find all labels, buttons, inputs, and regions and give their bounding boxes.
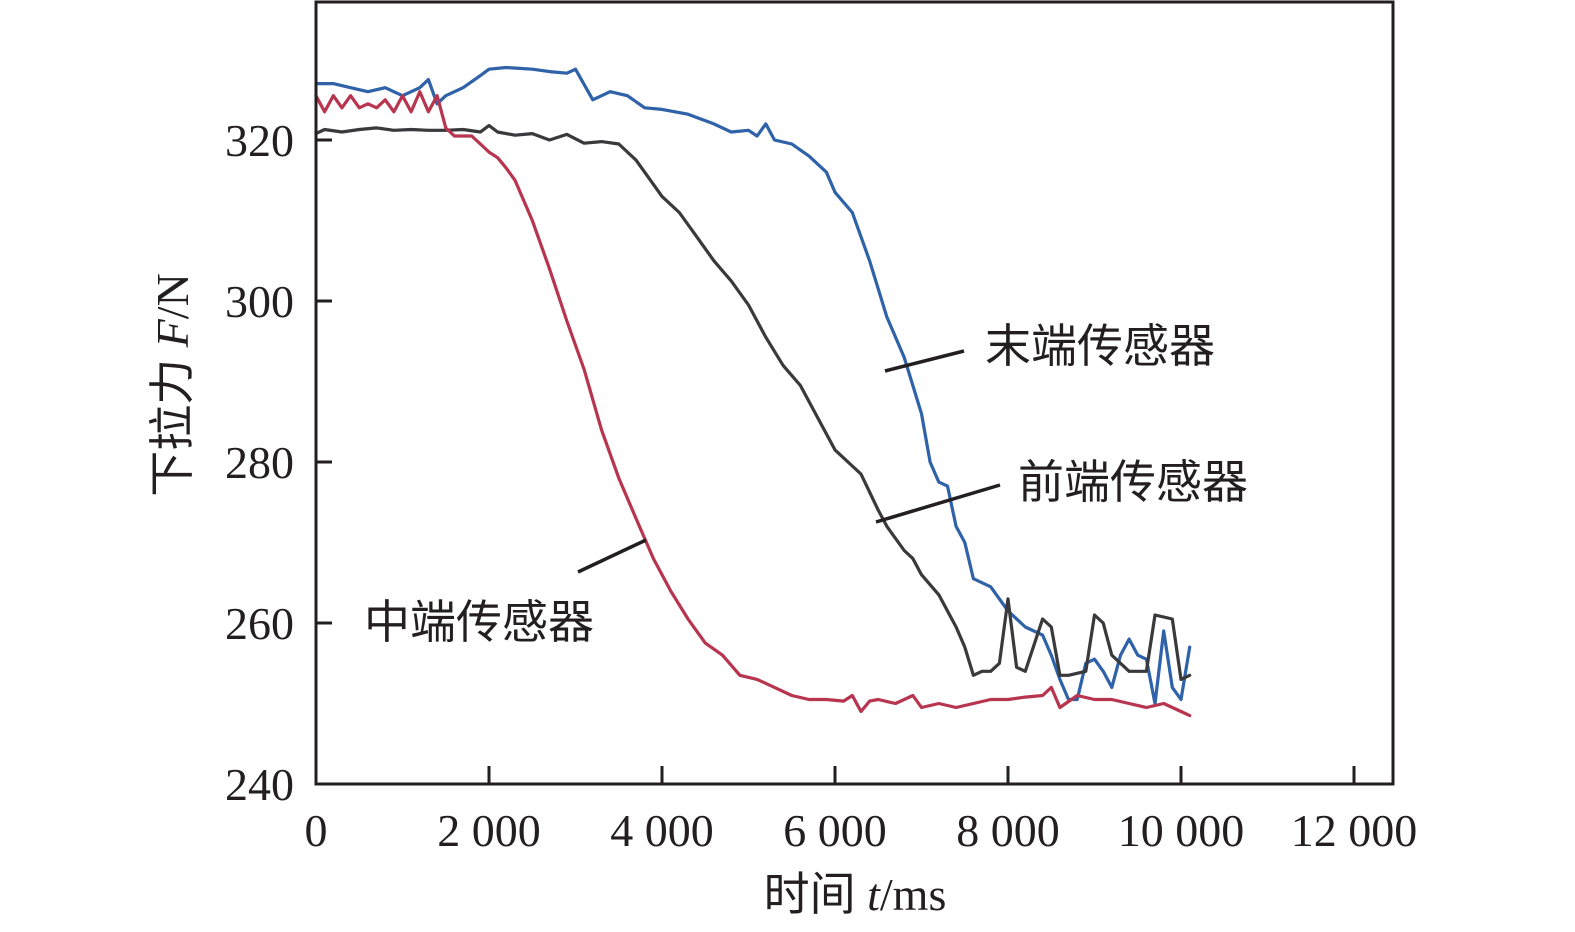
y-axis-title-variable: F [147, 318, 198, 348]
x-tick-label: 10 000 [1118, 805, 1245, 856]
annotation-leader-line [875, 483, 1001, 524]
x-axis-title-variable: t [867, 869, 881, 920]
y-axis-title-unit: /N [147, 273, 198, 319]
series-line-1 [314, 65, 1192, 706]
x-axis-title-unit: /ms [880, 869, 946, 920]
x-tick-label: 12 000 [1291, 805, 1418, 856]
series-line-2 [314, 123, 1192, 682]
x-axis-title: 时间 t/ms [764, 869, 947, 920]
x-tick-label: 4 000 [610, 805, 714, 856]
plot-frame [314, 0, 1395, 786]
x-tick-label: 8 000 [956, 805, 1060, 856]
series-annotation-label: 末端传感器 [985, 319, 1215, 373]
y-axis-title: 下拉力 F/N [147, 273, 198, 497]
x-tick-label: 2 000 [437, 805, 541, 856]
x-axis-title-prefix: 时间 [764, 869, 868, 920]
y-tick-label: 300 [225, 276, 294, 327]
series-layer [314, 65, 1192, 718]
x-tick-label: 6 000 [783, 805, 887, 856]
y-tick-label: 260 [225, 598, 294, 649]
y-tick-label: 240 [225, 759, 294, 810]
y-tick-label: 280 [225, 437, 294, 488]
y-axis-ticks: 240 260 280 300 320 [225, 115, 332, 810]
x-tick-label: 0 [305, 805, 328, 856]
series-line-3 [314, 90, 1192, 718]
annotation-leader-line [884, 349, 965, 373]
series-annotation-label: 前端传感器 [1018, 455, 1248, 509]
y-tick-label: 320 [225, 115, 294, 166]
x-axis-ticks: 0 2 000 4 000 6 000 8 000 10 000 12 000 [305, 766, 1418, 856]
series-annotation-label: 中端传感器 [364, 595, 594, 649]
annotation-leader-line [577, 538, 647, 574]
y-axis-title-prefix: 下拉力 [147, 347, 198, 497]
